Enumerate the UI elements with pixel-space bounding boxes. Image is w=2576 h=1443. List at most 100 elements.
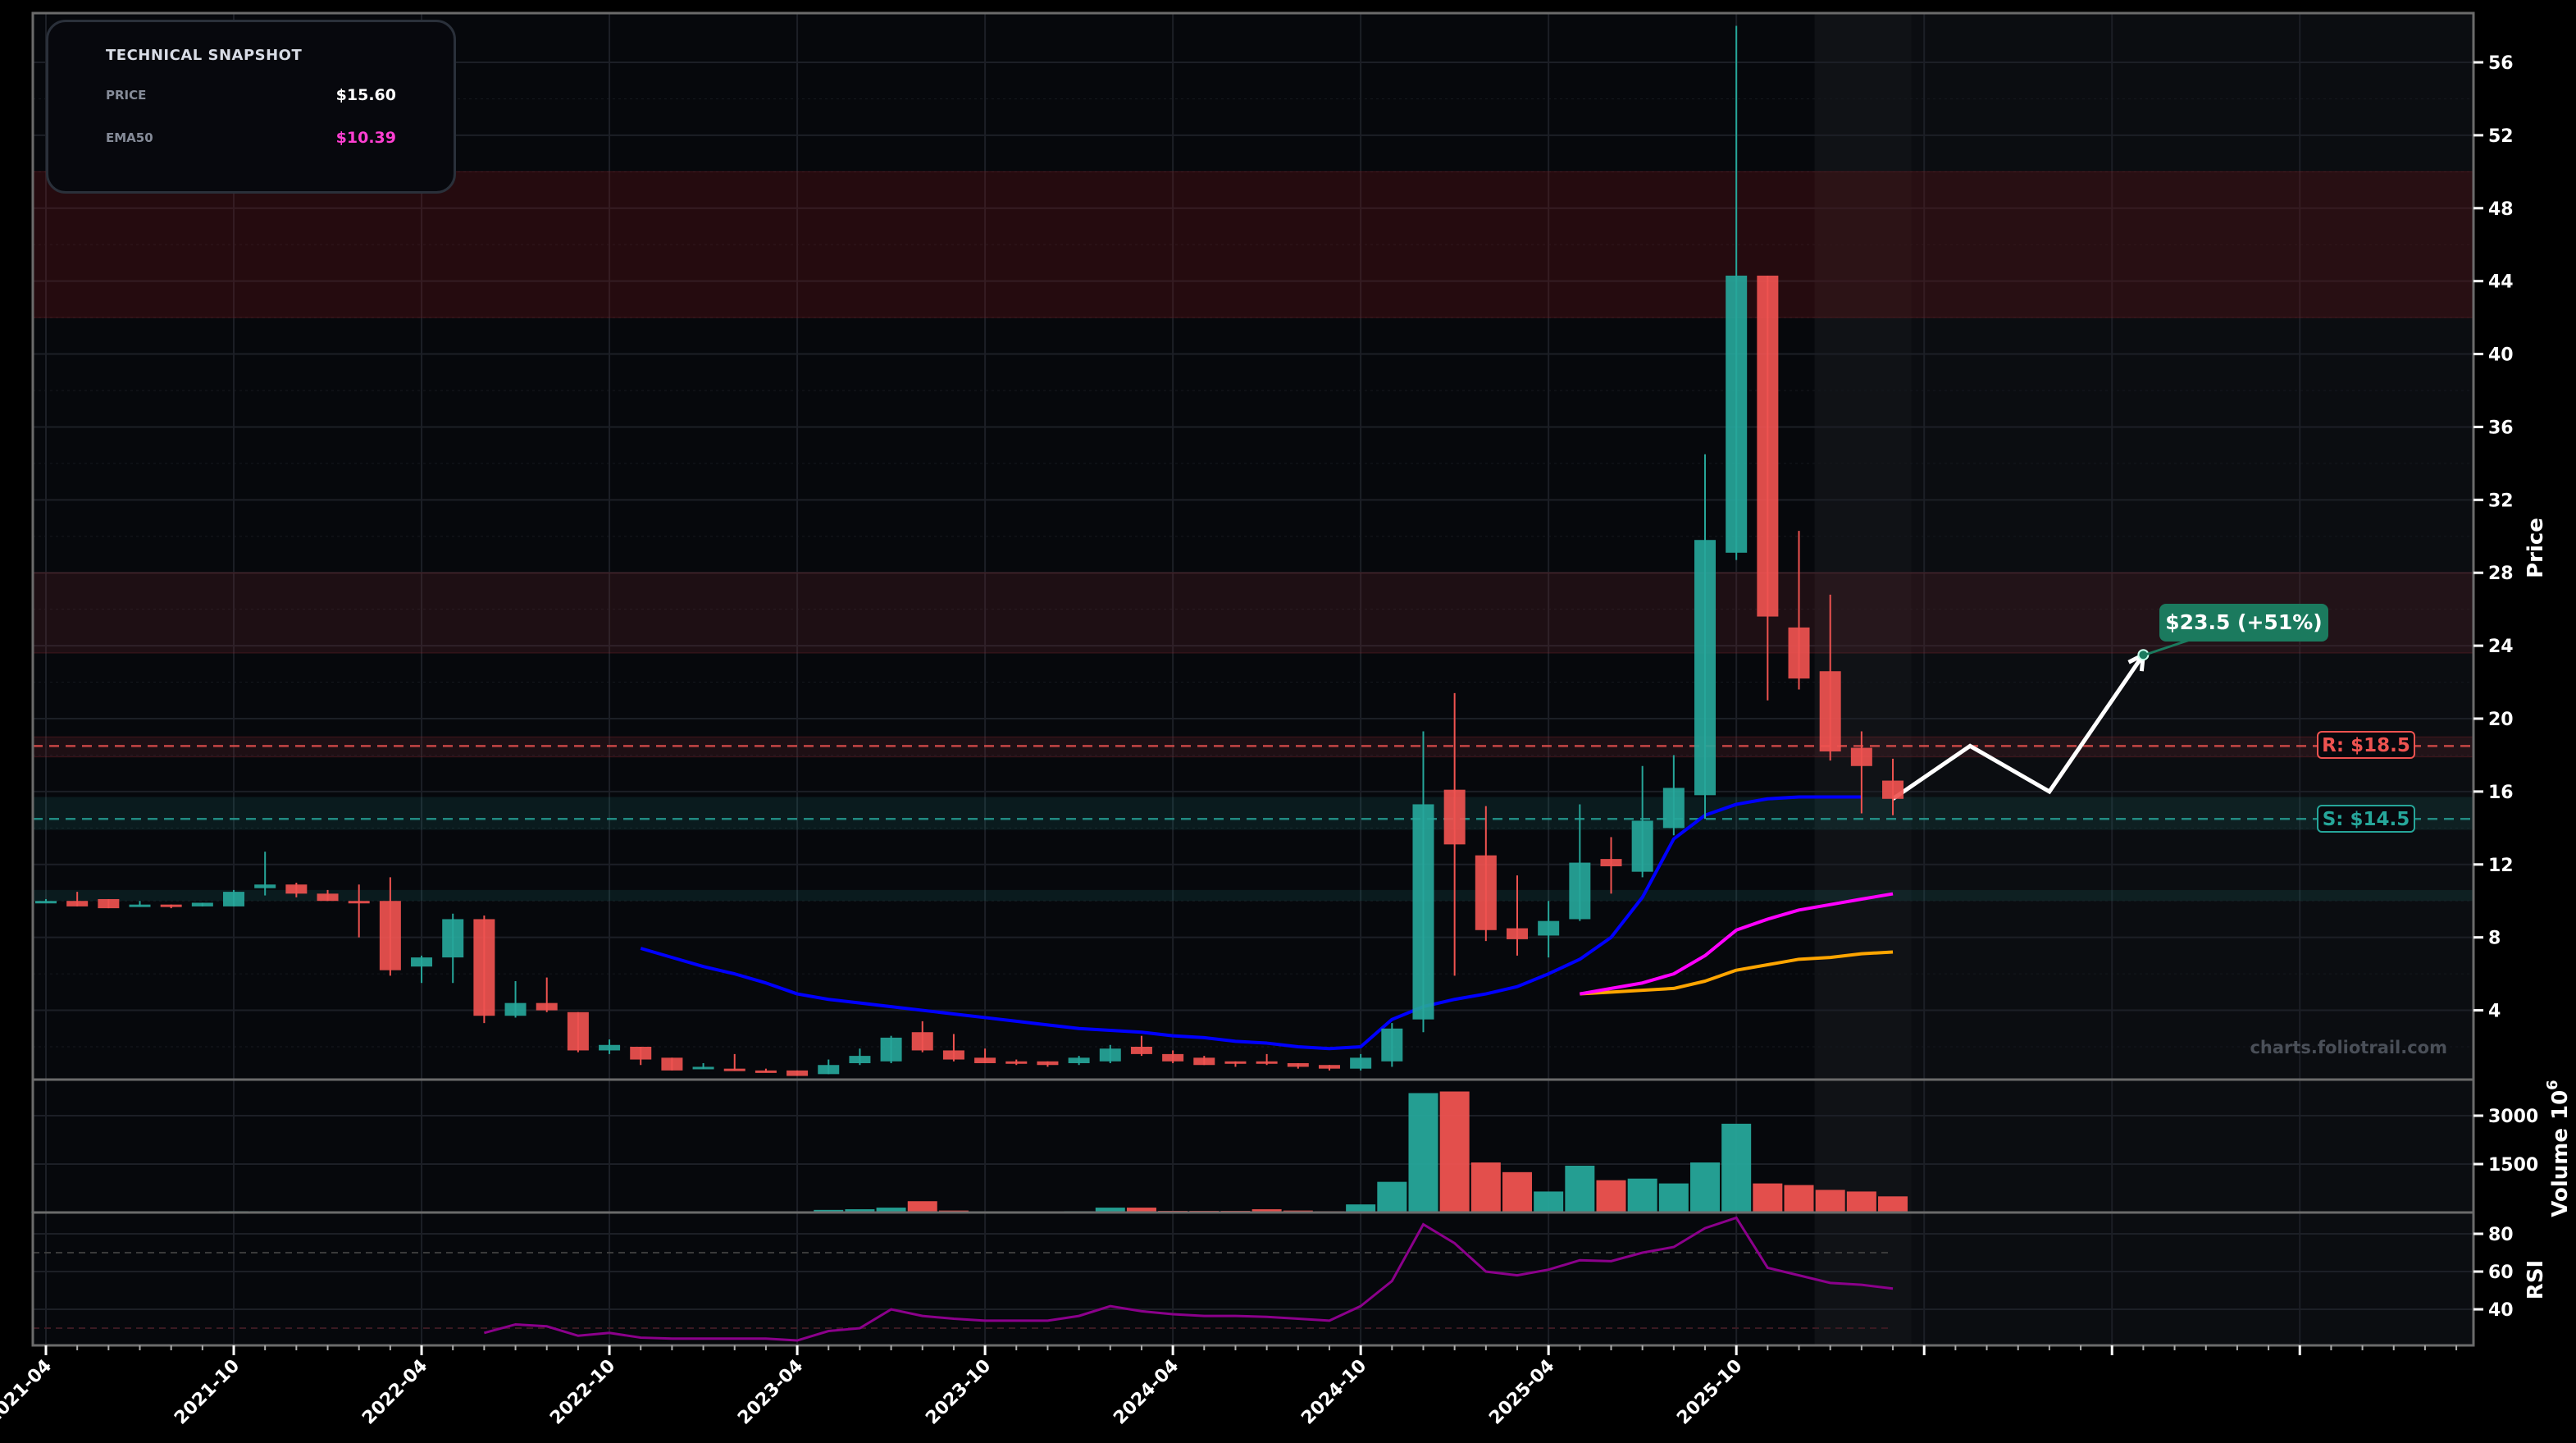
snapshot-ema50-value: $10.39 — [335, 129, 396, 147]
candle-body — [35, 901, 57, 904]
candle-body — [1819, 671, 1841, 751]
price-tick-label: 16 — [2488, 783, 2514, 803]
volume-bar — [1846, 1191, 1876, 1212]
candle-body — [1726, 276, 1748, 553]
volume-bar — [1721, 1123, 1752, 1212]
candle — [285, 883, 308, 897]
candle-body — [1162, 1053, 1184, 1062]
candle — [1130, 1035, 1152, 1057]
price-tick-label: 20 — [2488, 710, 2514, 730]
target-label-text: $23.5 (+51%) — [2165, 610, 2322, 634]
candle-body — [1130, 1047, 1152, 1054]
panel-frame — [31, 1211, 2475, 1347]
candle — [1694, 454, 1717, 820]
price-tick-label: 48 — [2488, 199, 2514, 220]
candle-body — [567, 1011, 589, 1051]
candle — [1068, 1056, 1090, 1066]
volume-bar — [1377, 1181, 1407, 1212]
projection-line — [1891, 653, 2145, 801]
candle — [567, 1011, 589, 1053]
snapshot-price-value: $15.60 — [335, 86, 396, 104]
rsi-line — [483, 1216, 1894, 1342]
candle — [1569, 804, 1591, 921]
candle-body — [379, 901, 401, 970]
volume-bar — [1502, 1171, 1532, 1212]
candle-body — [1538, 920, 1560, 936]
candle-body — [1475, 855, 1497, 930]
volume-bar — [814, 1209, 844, 1212]
price-tick-label: 52 — [2488, 126, 2514, 147]
price-tick-label: 8 — [2488, 929, 2501, 949]
candle-body — [191, 902, 213, 906]
candle-body — [98, 899, 120, 909]
candle — [411, 955, 433, 984]
rsi-tick-label: 40 — [2488, 1300, 2514, 1321]
rsi-axis-label: RSI — [2524, 1260, 2548, 1299]
candle-body — [1037, 1061, 1059, 1066]
candle — [692, 1063, 714, 1070]
candle — [786, 1070, 809, 1076]
price-tick-label: 44 — [2488, 272, 2514, 293]
candle — [379, 877, 401, 976]
candle — [98, 899, 120, 909]
candle-body — [129, 904, 151, 907]
candle-body — [849, 1056, 871, 1063]
volume-bar — [1346, 1204, 1376, 1212]
candle — [1381, 1023, 1403, 1067]
volume-bar — [1252, 1209, 1282, 1212]
candle-body — [223, 892, 245, 906]
candle — [818, 1059, 840, 1075]
price-tick-label: 56 — [2488, 53, 2514, 74]
candle — [755, 1068, 777, 1073]
candle-body — [285, 884, 308, 894]
volume-bar — [1534, 1191, 1564, 1212]
candle-body — [536, 1002, 558, 1011]
support-label: S: $14.5 — [2317, 805, 2415, 833]
candle-body — [599, 1044, 621, 1051]
candle-body — [1381, 1028, 1403, 1062]
resistance-zone — [32, 171, 2474, 318]
resistance-label-text: R: $18.5 — [2322, 735, 2410, 756]
volume-bar — [1470, 1162, 1501, 1212]
candle-body — [692, 1066, 714, 1070]
volume-bar — [1784, 1185, 1814, 1212]
candle — [442, 913, 464, 984]
candle-body — [348, 901, 370, 904]
candle-body — [1256, 1061, 1278, 1064]
candle — [1662, 755, 1685, 836]
candle-body — [1694, 540, 1717, 796]
price-tick-label: 28 — [2488, 564, 2514, 584]
candle — [599, 1039, 621, 1054]
volume-exponent: 6 — [2544, 1080, 2561, 1090]
candle-body — [1600, 859, 1622, 866]
ema50-line — [1579, 892, 1894, 996]
volume-bar — [1690, 1162, 1721, 1212]
candle-body — [755, 1070, 777, 1073]
candle-body — [911, 1032, 933, 1051]
candle-body — [1569, 862, 1591, 920]
candle — [880, 1035, 902, 1063]
candle-body — [1099, 1048, 1121, 1062]
candle-body — [1318, 1065, 1340, 1069]
volume-bar — [845, 1209, 875, 1212]
snapshot-title: TECHNICAL SNAPSHOT — [106, 47, 303, 64]
candle-body — [1506, 928, 1528, 939]
candle-body — [1287, 1063, 1309, 1067]
candle — [1005, 1059, 1028, 1066]
price-tick-label: 24 — [2488, 637, 2514, 657]
candle — [1631, 765, 1653, 878]
price-tick-label: 32 — [2488, 491, 2514, 511]
candle-body — [504, 1002, 527, 1016]
resistance-label: R: $18.5 — [2317, 731, 2415, 759]
snapshot-price-label: PRICE — [106, 88, 147, 103]
candle — [1506, 875, 1528, 956]
candle — [1256, 1053, 1278, 1066]
candle — [473, 916, 495, 1024]
candle — [504, 981, 527, 1018]
candle-body — [786, 1070, 809, 1076]
candle-body — [942, 1050, 964, 1060]
candle-body — [1788, 627, 1810, 679]
resistance-zone — [32, 572, 2474, 654]
candle — [1475, 806, 1497, 942]
